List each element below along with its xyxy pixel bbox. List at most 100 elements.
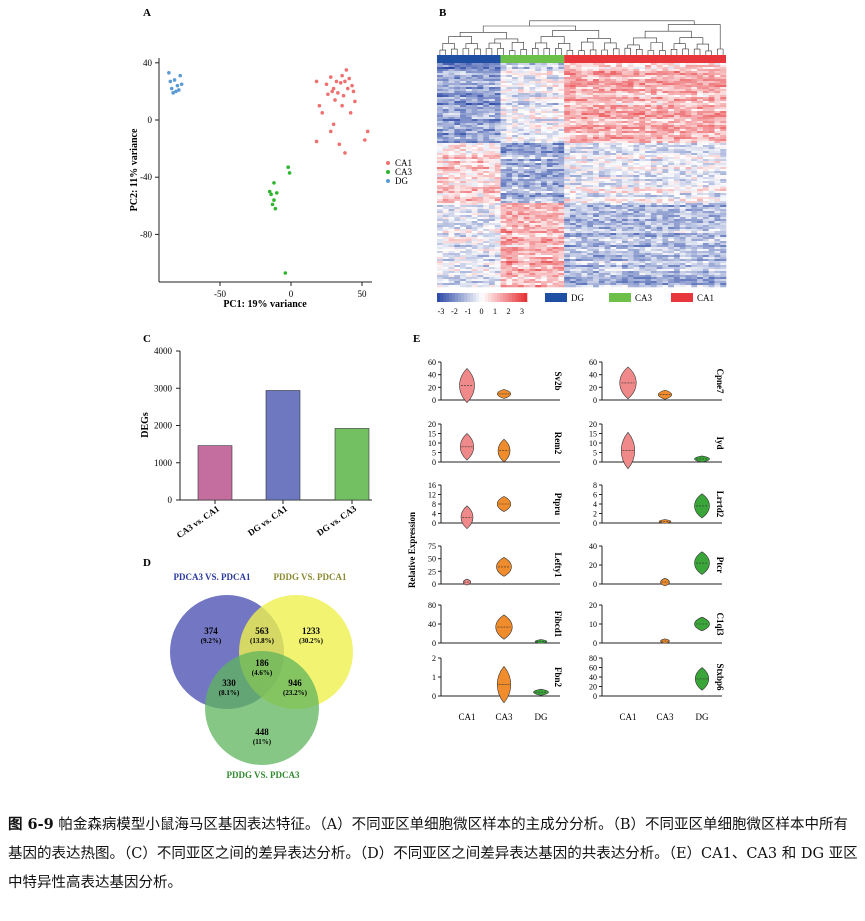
heatmap-cell [685, 249, 692, 252]
heatmap-cell [662, 225, 669, 228]
heatmap-cell [471, 251, 478, 254]
heatmap-cell [639, 205, 646, 208]
heatmap-cell [448, 239, 455, 242]
heatmap-cell [627, 165, 634, 168]
heatmap-cell [523, 175, 530, 178]
heatmap-cell [633, 175, 640, 178]
heatmap-cell [575, 191, 582, 194]
heatmap-cell [668, 225, 675, 228]
heatmap-cell [627, 115, 634, 118]
heatmap-cell [685, 65, 692, 68]
heatmap-cell [598, 207, 605, 210]
heatmap-cell [679, 171, 686, 174]
heatmap-cell [529, 221, 536, 224]
heatmap-cell [650, 187, 657, 190]
heatmap-cell [477, 255, 484, 258]
heatmap-cell [558, 225, 565, 228]
heatmap-cell [523, 93, 530, 96]
heatmap-cell [564, 157, 571, 160]
heatmap-cell [610, 183, 617, 186]
heatmap-cell [720, 219, 727, 222]
heatmap-cell [494, 221, 501, 224]
heatmap-cell [702, 75, 709, 78]
heatmap-cell [708, 247, 715, 250]
heatmap-cell [598, 107, 605, 110]
heatmap-cell [656, 99, 663, 102]
heatmap-cell [512, 225, 519, 228]
heatmap-cell [650, 159, 657, 162]
heatmap-cell [448, 199, 455, 202]
heatmap-cell [645, 105, 652, 108]
heatmap-cell [598, 155, 605, 158]
heatmap-cell [685, 95, 692, 98]
heatmap-cell [627, 213, 634, 216]
heatmap-cell [679, 151, 686, 154]
heatmap-cell [593, 143, 600, 146]
heatmap-cell [598, 221, 605, 224]
heatmap-cell [702, 209, 709, 212]
heatmap-cell [442, 219, 449, 222]
heatmap-cell [517, 101, 524, 104]
heatmap-cell [604, 111, 611, 114]
heatmap-cell [593, 229, 600, 232]
heatmap-cell [448, 119, 455, 122]
heatmap-cell [691, 123, 698, 126]
heatmap-cell [673, 201, 681, 204]
heatmap-cell [587, 75, 594, 78]
heatmap-cell [720, 81, 727, 84]
heatmap-cell [697, 133, 704, 136]
heatmap-cell [575, 63, 582, 66]
heatmap-cell [610, 113, 617, 116]
heatmap-cell [662, 199, 669, 202]
heatmap-cell [442, 127, 449, 130]
heatmap-cell [697, 81, 704, 84]
heatmap-cell [668, 117, 675, 120]
heatmap-cell [616, 253, 623, 256]
heatmap-cell [437, 249, 444, 252]
heatmap-cell [442, 89, 449, 92]
heatmap-cell [477, 219, 484, 222]
heatmap-cell [500, 251, 507, 254]
heatmap-cell [558, 151, 565, 154]
heatmap-cell [627, 205, 634, 208]
heatmap-cell [685, 97, 692, 100]
heatmap-cell [662, 185, 669, 188]
heatmap-cell [720, 173, 727, 176]
dendrogram-branch [682, 48, 689, 55]
panel-a-letter: A [143, 7, 151, 19]
heatmap-cell [517, 109, 524, 112]
heatmap-cell [691, 81, 698, 84]
heatmap-cell [639, 233, 646, 236]
heatmap-cell [720, 215, 727, 218]
heatmap-cell [697, 147, 704, 150]
heatmap-cell [471, 203, 478, 206]
heatmap-cell [546, 247, 553, 250]
heatmap-cell [477, 89, 484, 92]
heatmap-cell [535, 91, 542, 94]
heatmap-cell [483, 229, 490, 232]
heatmap-cell [662, 237, 669, 240]
heatmap-cell [541, 253, 548, 256]
heatmap-cell [512, 183, 519, 186]
heatmap-cell [494, 77, 501, 80]
heatmap-cell [471, 159, 478, 162]
heatmap-cell [442, 231, 449, 234]
heatmap-cell [650, 145, 657, 148]
heatmap-cell [581, 153, 588, 156]
heatmap-cell [679, 159, 686, 162]
heatmap-cell [529, 219, 536, 222]
heatmap-cell [569, 69, 577, 72]
heatmap-cell [552, 223, 559, 226]
heatmap-cell [714, 207, 721, 210]
heatmap-cell [656, 141, 663, 144]
heatmap-cell [523, 69, 530, 72]
heatmap-cell [477, 151, 484, 154]
heatmap-cell [639, 129, 646, 132]
heatmap-cell [581, 217, 588, 220]
heatmap-cell [477, 205, 484, 208]
heatmap-cell [633, 97, 640, 100]
heatmap-cell [448, 237, 455, 240]
heatmap-cell [546, 113, 553, 116]
heatmap-cell [489, 167, 496, 170]
heatmap-cell [593, 167, 600, 170]
